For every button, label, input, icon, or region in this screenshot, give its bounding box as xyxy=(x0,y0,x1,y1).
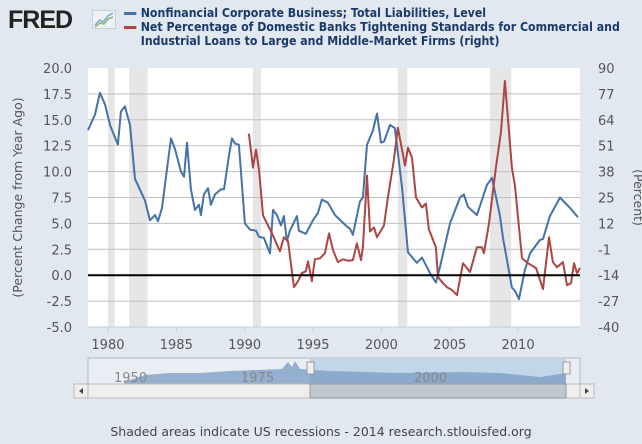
right-tick-label: 64 xyxy=(598,114,615,129)
left-arrow-icon xyxy=(79,388,83,394)
right-arrow-icon xyxy=(585,388,589,394)
navigator-label: 1975 xyxy=(241,371,274,386)
navigator-series xyxy=(124,361,566,384)
footer-note: Shaded areas indicate US recessions - 20… xyxy=(110,424,532,439)
blue-swatch xyxy=(124,11,137,15)
left-tick-label: 10.0 xyxy=(43,166,72,181)
x-tick-label: 2000 xyxy=(365,338,398,353)
fred-logo[interactable]: FRED xyxy=(8,6,73,35)
right-tick-label: 90 xyxy=(598,62,615,77)
right-tick-label: -14 xyxy=(598,269,619,284)
navigator-handle[interactable] xyxy=(306,361,315,375)
legend-label: Nonfinancial Corporate Business; Total L… xyxy=(140,5,487,20)
right-tick-label: 12 xyxy=(598,217,615,232)
left-tick-label: -5.0 xyxy=(47,321,72,336)
x-tick-label: 1985 xyxy=(160,338,193,353)
left-tick-label: 2.5 xyxy=(51,243,72,258)
x-tick-label: 1980 xyxy=(91,338,124,353)
right-tick-label: 77 xyxy=(598,88,615,103)
series-line-liabilities xyxy=(87,91,579,300)
x-tick-label: 2010 xyxy=(502,338,535,353)
left-tick-label: 0.0 xyxy=(51,269,72,284)
legend-label-continued: Industrial Loans to Large and Middle-Mar… xyxy=(140,33,500,48)
right-tick-label: -40 xyxy=(598,321,619,336)
right-axis-title: (Percent) xyxy=(631,169,642,226)
legend-item-liabilities[interactable]: Nonfinancial Corporate Business; Total L… xyxy=(124,6,620,20)
left-tick-label: 15.0 xyxy=(43,114,72,129)
x-tick-label: 2005 xyxy=(433,338,466,353)
left-axis-title: (Percent Change from Year Ago) xyxy=(10,97,25,297)
navigator-label: 2000 xyxy=(414,371,447,386)
left-tick-label: 5.0 xyxy=(51,217,72,232)
right-tick-label: 38 xyxy=(598,166,615,181)
navigator-handle[interactable] xyxy=(562,361,571,375)
left-tick-label: 17.5 xyxy=(43,88,72,103)
right-tick-label: -27 xyxy=(598,295,619,310)
right-tick-label: 51 xyxy=(598,140,615,155)
left-tick-label: 20.0 xyxy=(43,62,72,77)
red-swatch xyxy=(124,25,137,29)
line-chart-icon xyxy=(92,10,116,29)
right-tick-label: -1 xyxy=(598,243,611,258)
x-tick-label: 1995 xyxy=(296,338,329,353)
x-tick-label: 1990 xyxy=(228,338,261,353)
navigator-label: 1950 xyxy=(114,371,147,386)
chart: 20.0 90 17.5 77 15.0 64 12.5 51 10.0 38 7.5 25 5.0 12… xyxy=(10,62,642,399)
series-line-tightening xyxy=(247,80,581,297)
left-tick-label: 7.5 xyxy=(51,192,72,207)
legend-item-tightening[interactable]: Net Percentage of Domestic Banks Tighten… xyxy=(124,20,620,34)
left-tick-label: -2.5 xyxy=(47,295,72,310)
logo-text: FRED xyxy=(8,6,73,34)
legend: Nonfinancial Corporate Business; Total L… xyxy=(124,6,620,48)
scrollbar-thumb[interactable] xyxy=(309,383,567,399)
legend-label: Net Percentage of Domestic Banks Tighten… xyxy=(140,19,620,34)
right-tick-label: 25 xyxy=(598,192,615,207)
left-tick-label: 12.5 xyxy=(43,140,72,155)
